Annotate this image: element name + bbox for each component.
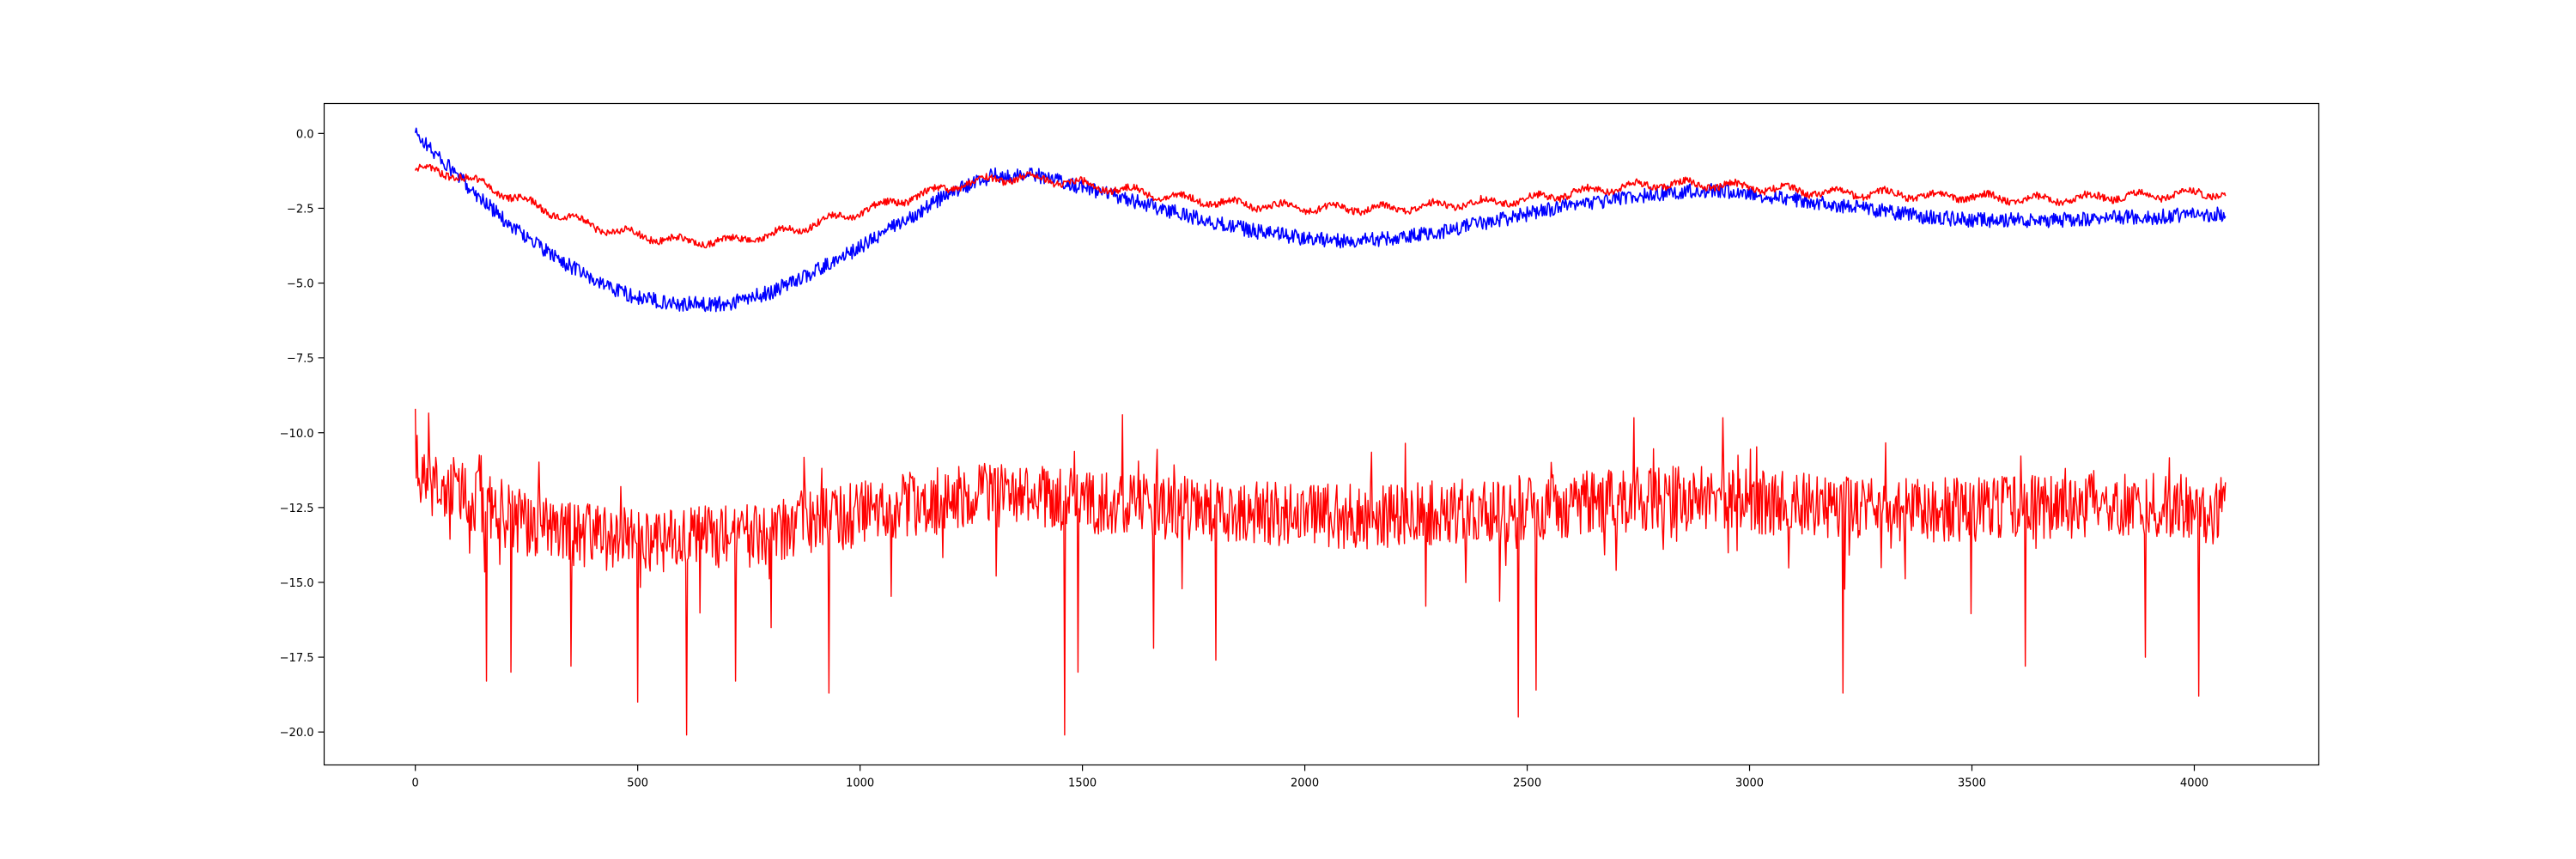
x-tick-label: 2000 [1291, 777, 1319, 790]
y-tick-label: −10.0 [280, 428, 314, 441]
y-tick-label: −5.0 [287, 278, 314, 291]
y-tick-label: −2.5 [287, 203, 314, 216]
x-tick-label: 2500 [1513, 777, 1541, 790]
x-tick-label: 3500 [1958, 777, 1986, 790]
y-tick-label: −7.5 [287, 353, 314, 366]
y-tick-label: −15.0 [280, 577, 314, 590]
x-tick-label: 3000 [1735, 777, 1764, 790]
series-line-1 [414, 127, 2227, 313]
x-tick-label: 1500 [1068, 777, 1097, 790]
x-tick-label: 0 [412, 777, 419, 790]
x-axis: 0 500 1000 1500 2000 2500 3000 3500 4000 [412, 765, 2208, 790]
y-tick-label: −17.5 [280, 652, 314, 665]
series-line-3 [414, 408, 2227, 736]
y-tick-label: −20.0 [280, 727, 314, 740]
series-layer [414, 127, 2227, 736]
x-tick-label: 4000 [2180, 777, 2208, 790]
y-tick-label: −12.5 [280, 503, 314, 515]
x-tick-label: 1000 [846, 777, 874, 790]
x-tick-label: 500 [627, 777, 648, 790]
y-axis: 0.0 −2.5 −5.0 −7.5 −10.0 −12.5 −15.0 −17.5 −20.0 [280, 128, 325, 740]
series-line-2 [414, 163, 2227, 249]
plot-frame [323, 102, 2320, 766]
y-tick-label: 0.0 [296, 128, 314, 141]
